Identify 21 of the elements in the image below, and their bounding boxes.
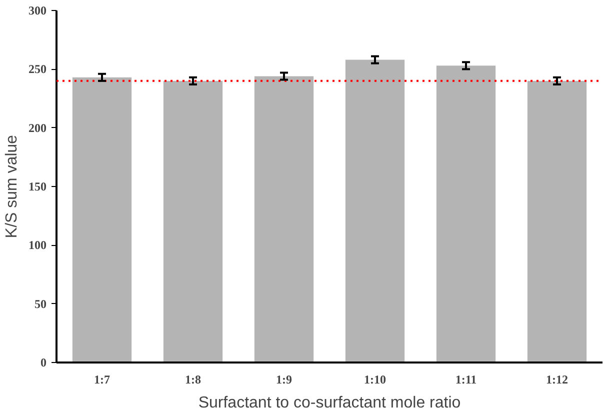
bar [527, 80, 587, 362]
y-axis-title: K/S sum value [4, 134, 20, 238]
x-tick-label: 1:8 [185, 372, 201, 386]
y-tick-label: 250 [28, 62, 46, 76]
y-tick-label: 50 [34, 296, 46, 311]
bar [254, 76, 314, 362]
bar [436, 66, 496, 362]
x-axis-title: Surfactant to co-surfactant mole ratio [198, 394, 461, 412]
x-tick-label: 1:12 [546, 372, 568, 386]
x-tick-label: 1:11 [455, 372, 477, 386]
x-tick-label: 1:10 [364, 372, 386, 386]
y-tick-label: 200 [28, 120, 46, 135]
bar [345, 60, 405, 362]
x-tick-label: 1:9 [276, 372, 292, 386]
y-tick-label: 150 [28, 180, 46, 194]
y-tick-label: 300 [28, 4, 46, 18]
bar [163, 80, 223, 362]
y-tick-label: 100 [28, 238, 46, 252]
x-tick-label: 1:7 [94, 372, 110, 386]
y-tick-label: 0 [40, 356, 46, 370]
bar [72, 77, 132, 362]
